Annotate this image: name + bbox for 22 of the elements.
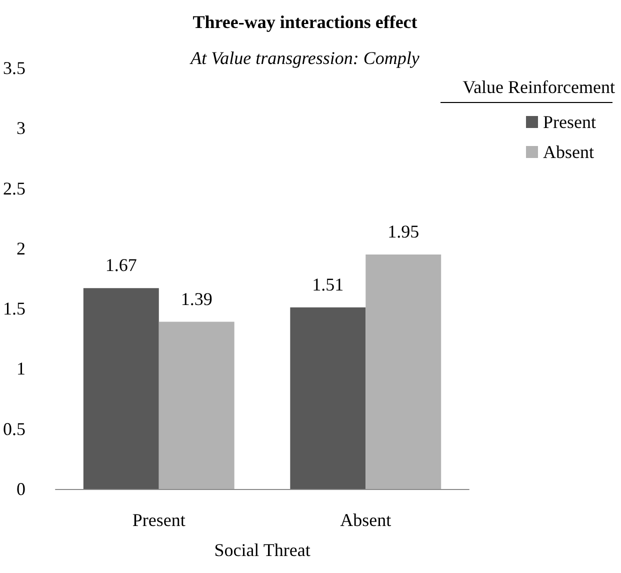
legend-label: Absent <box>543 142 594 162</box>
y-tick-label: 0.5 <box>3 418 26 439</box>
data-label: 1.39 <box>180 288 212 309</box>
y-tick-label: 3 <box>16 118 26 138</box>
data-label: 1.95 <box>388 221 420 242</box>
y-tick-label: 2 <box>16 238 26 258</box>
legend-label: Present <box>543 112 596 132</box>
x-axis-title: Social Threat <box>214 540 310 560</box>
bar <box>366 254 442 489</box>
y-tick-label: 1.5 <box>3 298 26 319</box>
y-tick-label: 0 <box>16 479 26 499</box>
bar <box>290 307 366 489</box>
bar <box>83 288 159 489</box>
y-tick-label: 3.5 <box>3 58 26 78</box>
data-label: 1.51 <box>312 274 344 294</box>
data-label: 1.67 <box>105 255 137 276</box>
legend-title: Value Reinforcement <box>462 77 615 97</box>
y-tick-label: 2.5 <box>3 178 26 198</box>
chart-title: Three-way interactions effect <box>192 12 418 32</box>
bar <box>158 322 234 489</box>
chart-subtitle: At Value transgression: Comply <box>190 48 420 68</box>
y-tick-label: 1 <box>16 358 26 379</box>
